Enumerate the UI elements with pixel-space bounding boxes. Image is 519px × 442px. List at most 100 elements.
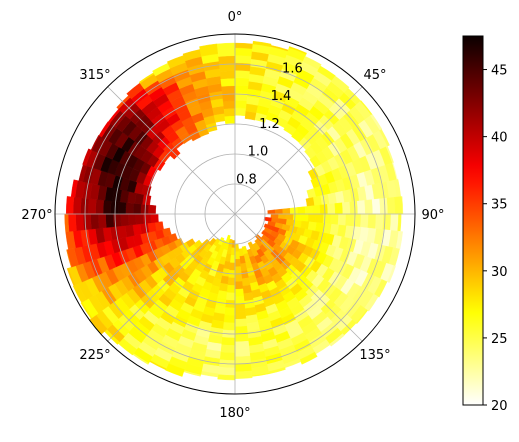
heatmap-cell [395,230,403,250]
heatmap-cell [240,270,249,280]
heatmap-cell [220,78,236,87]
heatmap-cell [234,348,251,357]
heatmap-cell [221,337,236,346]
heatmap-cell [228,262,236,271]
heatmap-cell [234,363,252,372]
radial-tick-label: 1.6 [282,61,303,76]
heatmap-cell [307,213,317,223]
heatmap-cell [97,213,107,229]
angular-tick-label: 90° [421,208,444,223]
radial-tick-label: 0.8 [236,172,257,187]
heatmap-cell [234,258,241,267]
heatmap-cell [154,221,164,231]
heatmap-cell [297,206,306,215]
heatmap-cell [234,77,250,87]
heatmap-cell [285,213,294,221]
colorbar-tick-label: 30 [491,265,508,280]
heatmap-cell [234,100,248,109]
heatmap-cell [386,265,396,283]
polar-frame [54,33,416,395]
heatmap-cell [75,213,85,231]
heatmap-cell [334,202,344,215]
colorbar-gradient [462,35,484,406]
heatmap-cell [288,46,307,55]
heatmap-cell [389,213,399,232]
heatmap-cell [147,204,157,215]
heatmap-cell [87,198,97,215]
heatmap-cell [150,213,159,224]
heatmap-cell [234,42,254,49]
heatmap-cell [95,199,104,215]
heatmap-cell [234,281,244,290]
angular-tick-label: 45° [363,68,386,83]
heatmap-cell [67,213,77,232]
heatmap-cell [70,179,78,198]
heatmap-cell [342,201,351,215]
heatmap-cell [65,196,75,215]
heatmap-cell [82,213,92,231]
angular-gridline [234,86,363,215]
heatmap-cell [112,213,122,227]
heatmap-cell [234,47,253,57]
heatmap-cell [379,129,390,147]
heatmap-cell [394,196,404,215]
heatmap-cell [234,273,243,282]
heatmap-cell [267,209,276,215]
angular-tick-label: 315° [79,68,110,83]
heatmap-cell [219,70,236,80]
colorbar-tick-label: 35 [491,198,508,213]
heatmap-cell [221,85,236,95]
heatmap-cell [386,197,396,215]
heatmap-cell [132,203,142,215]
heatmap-cell [234,243,240,252]
heatmap-cell [89,319,103,335]
heatmap-cell [226,284,236,294]
heatmap-cell [234,288,244,297]
heatmap-cell [330,213,339,226]
heatmap-cell [299,351,318,365]
heatmap-cell [219,351,236,361]
heatmap-cell [135,213,144,225]
heatmap-cell [217,48,236,57]
heatmap-cell [234,55,252,64]
heatmap-cell [360,213,369,229]
heatmap-cell [282,207,291,215]
heatmap-cell [120,213,129,227]
angular-gridline [107,213,236,342]
heatmap-cell [349,200,359,215]
heatmap-cell [337,213,347,226]
radial-tick-label: 1.2 [259,117,280,132]
colorbar-tick-label: 40 [491,131,508,146]
heatmap-cell [234,70,251,79]
heatmap-cell [312,204,321,215]
colorbar: 20 25 30 35 40 45 [462,35,508,414]
heatmap-cell [140,203,149,215]
heatmap-cell [227,277,236,286]
heatmap-cell [234,325,248,335]
colorbar-tick-label: 25 [491,332,508,347]
heatmap-cell [220,344,236,354]
heatmap-cell [217,366,236,376]
heatmap-cell [374,279,388,298]
heatmap-cell [304,205,314,215]
heatmap-cell [234,303,246,312]
colorbar-tick-label: 45 [491,64,508,79]
heatmap-cell [217,374,236,381]
heatmap-cell [371,198,381,215]
heatmap-cell [367,213,377,229]
angular-tick-labels: 0° 45° 90° 135° 180° 225° 270° 315° [21,10,444,421]
heatmap-cell [234,107,247,117]
heatmap-cell [234,318,248,327]
radial-tick-labels: 0.8 1.0 1.2 1.4 1.6 [236,61,303,187]
heatmap-cell [356,200,366,215]
heatmap-cell [165,363,185,377]
heatmap-cell [315,213,324,224]
heatmap-cell [127,213,137,226]
heatmap-cell [364,293,379,312]
heatmap-cell [289,207,299,215]
heatmap-cell [242,284,252,294]
heatmap-cell [234,340,250,350]
polar-grid [54,33,416,395]
